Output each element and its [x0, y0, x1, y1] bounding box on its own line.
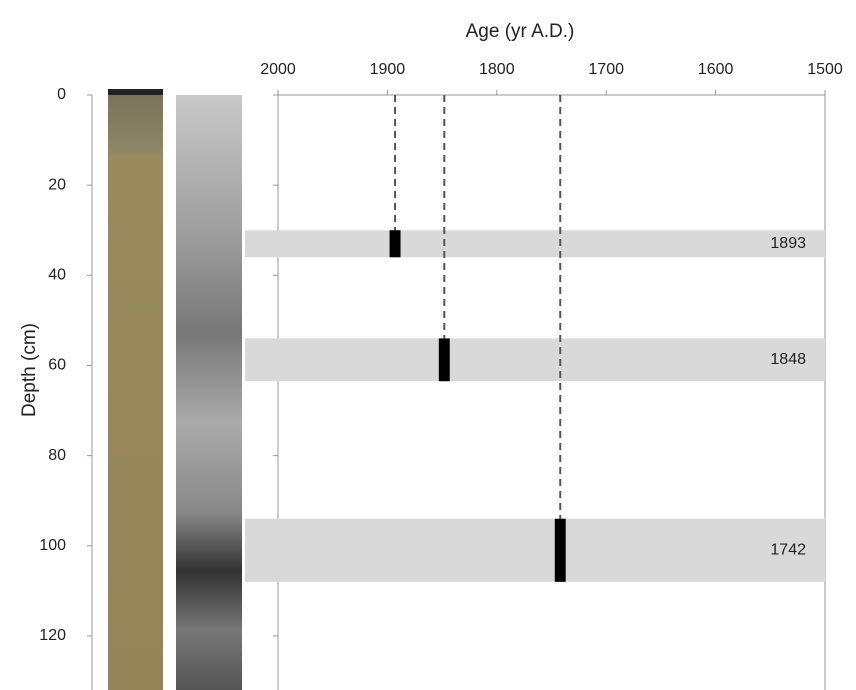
age-label: 1893 — [770, 235, 806, 252]
depth-band — [245, 518, 825, 582]
age-bar — [438, 338, 450, 382]
x-tick-label: 2000 — [260, 61, 296, 78]
depth-band — [245, 230, 825, 258]
x-tick-label: 1900 — [370, 61, 406, 78]
x-tick-label: 1600 — [698, 61, 734, 78]
age-label: 1742 — [770, 541, 806, 558]
x-tick-label: 1800 — [479, 61, 515, 78]
core-top — [108, 89, 163, 95]
y-tick-label: 0 — [57, 86, 66, 103]
y-tick-label: 120 — [39, 627, 66, 644]
core-photo — [108, 89, 163, 690]
y-tick-label: 80 — [48, 447, 66, 464]
y-tick-label: 40 — [48, 267, 66, 284]
y-axis-label: Depth (cm) — [19, 323, 40, 417]
x-axis-label: Age (yr A.D.) — [466, 21, 575, 42]
age-bar — [554, 518, 566, 582]
depth-band — [245, 338, 825, 382]
x-tick-label: 1700 — [588, 61, 624, 78]
x-tick-label: 1500 — [807, 61, 843, 78]
y-tick-label: 60 — [48, 357, 66, 374]
y-tick-label: 20 — [48, 176, 66, 193]
age-label: 1848 — [770, 351, 806, 368]
age-bar — [389, 230, 401, 258]
plot-frame — [277, 94, 826, 690]
core-xray — [176, 95, 242, 690]
y-tick-label: 100 — [39, 537, 66, 554]
